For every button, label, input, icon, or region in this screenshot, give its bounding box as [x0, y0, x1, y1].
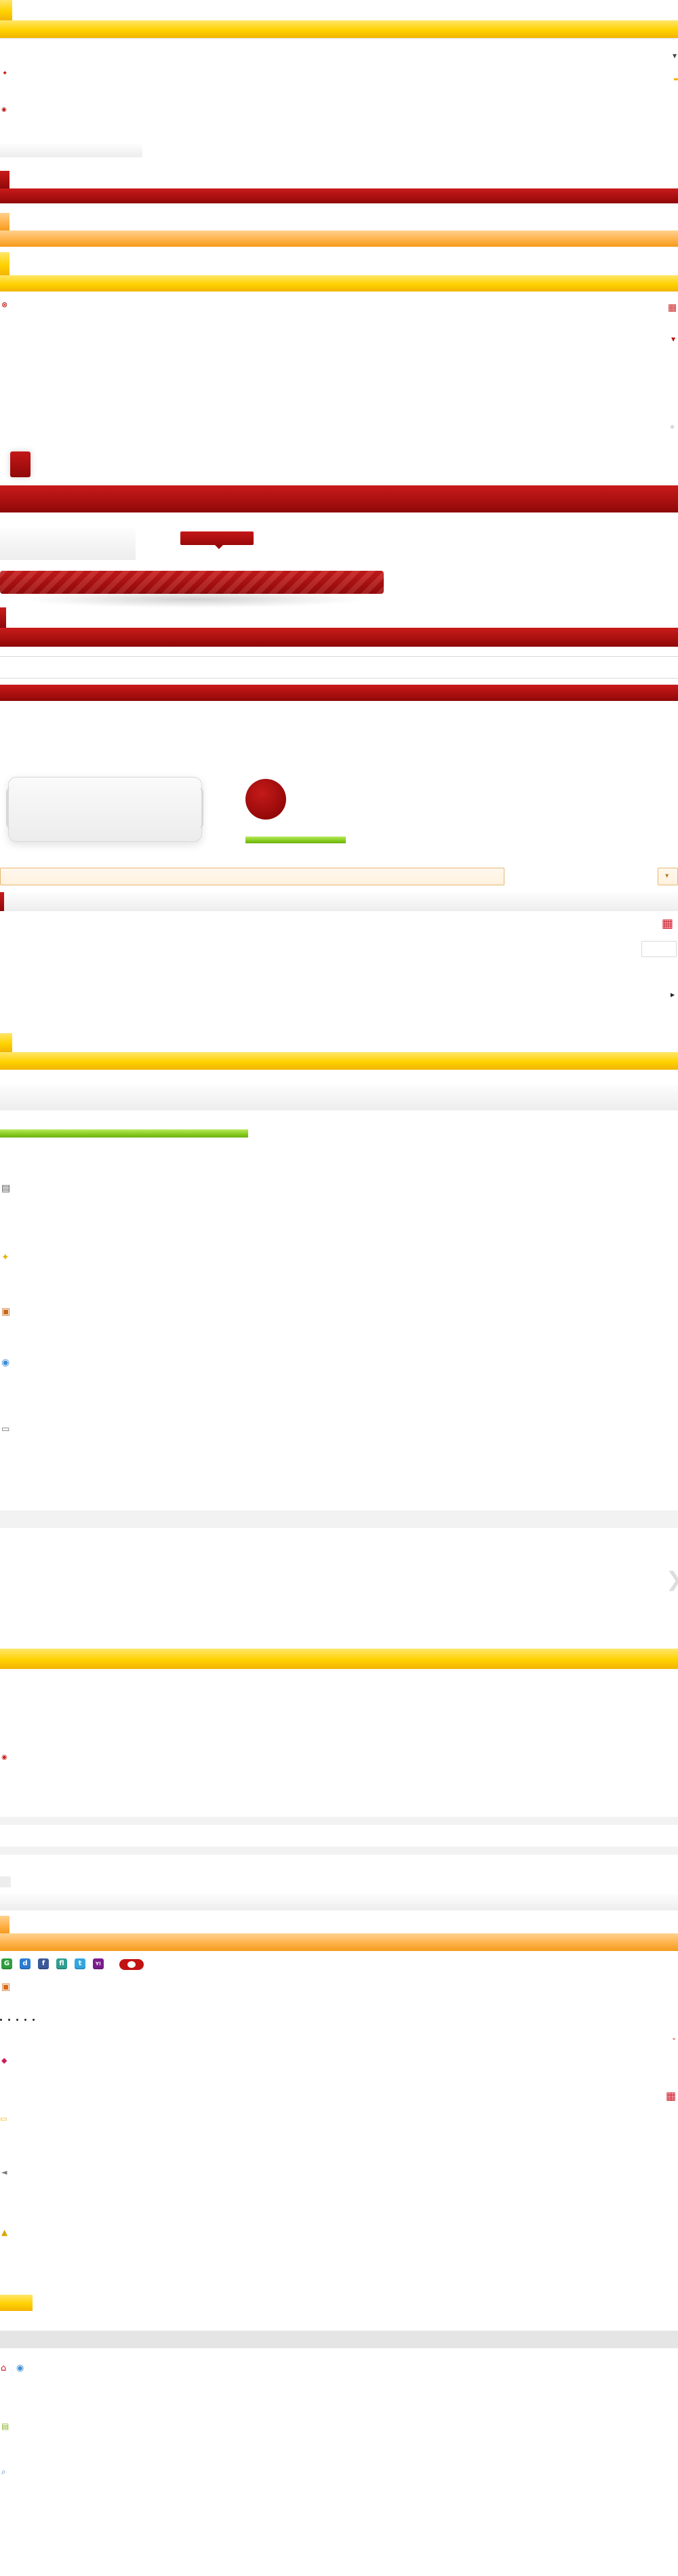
thin-divider-1 [0, 656, 678, 657]
chart-icon: ▤ [1, 2421, 9, 2431]
red-tooltip-arrow [215, 545, 223, 549]
picture-icon: ▣ [1, 1306, 11, 1317]
pager-dot[interactable] [33, 2019, 35, 2021]
calendar-icon[interactable]: ▦ [668, 302, 677, 313]
small-white-button[interactable] [641, 941, 677, 957]
orange-dropdown-button[interactable] [658, 868, 678, 885]
twitter-icon[interactable]: t [75, 1958, 85, 1969]
red-square-button[interactable] [10, 451, 31, 477]
search-icon[interactable]: ⌕ [1, 2467, 6, 2476]
globe-icon: ◉ [1, 1357, 10, 1368]
light-gray-band [0, 1510, 678, 1528]
ruler-icon: ▭ [0, 2114, 7, 2123]
gray-block [0, 527, 136, 560]
calendar-icon[interactable]: ▦ [666, 2089, 677, 2102]
yellow-tab-2 [0, 252, 9, 275]
green-strip-long [0, 1129, 248, 1138]
yellow-tab-3 [0, 1033, 12, 1052]
red-tab-1 [0, 171, 9, 188]
triangle-down-icon[interactable]: ▼ [673, 53, 677, 59]
card-right-bracket [199, 788, 203, 828]
red-circle[interactable] [245, 779, 286, 820]
triangle-down-icon[interactable]: ▼ [671, 336, 676, 342]
chevron-down-icon[interactable]: ▼ [665, 873, 669, 879]
red-bar-4 [0, 685, 678, 701]
light-gray-band-3 [0, 1847, 678, 1855]
calendar-icon[interactable]: ▤ [1, 1183, 11, 1194]
green-strip-short [245, 837, 346, 843]
red-tooltip [180, 531, 254, 545]
red-bar-1 [0, 188, 678, 203]
rounded-card [8, 777, 202, 842]
yahoo-icon[interactable]: Y! [93, 1958, 104, 1969]
globe-icon[interactable]: ◉ [16, 2363, 24, 2373]
colored-blocks-icon: ◆ [1, 2056, 7, 2065]
arrow-circle-icon[interactable]: ◉ [1, 1754, 7, 1761]
gray-bar-bottom [0, 2331, 678, 2348]
card-left-bracket [6, 788, 11, 828]
pager-dot[interactable] [0, 2019, 2, 2021]
home-icon[interactable]: ⌂ [1, 2363, 7, 2373]
pager-dots[interactable] [0, 2011, 37, 2024]
red-tab-3 [0, 607, 6, 628]
yellow-bar-4 [0, 1649, 678, 1669]
folder-icon: ▭ [1, 1424, 10, 1434]
gray-bar-large [0, 1894, 678, 1910]
orange-bar-2 [0, 1933, 678, 1951]
warning-icon: ▲ [1, 2228, 8, 2237]
top-yellow-tab [0, 0, 12, 20]
striped-red-progress [0, 571, 384, 594]
star-icon: ✦ [1, 1252, 9, 1263]
pager-dot[interactable] [8, 2019, 11, 2021]
orange-tab [0, 213, 9, 230]
light-gray-panel [0, 144, 142, 157]
thin-divider-2 [0, 678, 678, 679]
slider-edge-icon: ❘ [673, 1988, 678, 2001]
yellow-small-bar [0, 2295, 33, 2311]
facebook-icon[interactable]: f [38, 1958, 49, 1969]
wide-gray-bar [0, 1085, 678, 1110]
close-circle-icon[interactable]: ⊗ [1, 300, 8, 309]
red-small-tab [0, 892, 4, 911]
speaker-icon: ◄ [1, 2168, 7, 2177]
gray-header-bar [0, 892, 678, 911]
chevron-down-icon[interactable]: ⌄ [671, 2034, 677, 2042]
red-bar-3 [0, 628, 678, 647]
flickr-icon[interactable]: fl [56, 1958, 67, 1969]
red-oval-center [127, 1961, 136, 1968]
calendar-icon[interactable]: ▦ [662, 917, 674, 931]
chevron-right-icon[interactable]: ❯ [666, 1570, 678, 1590]
light-gray-band-2 [0, 1817, 678, 1825]
yellow-bar-3 [0, 1052, 678, 1070]
arrow-right-icon[interactable]: ▶ [671, 992, 675, 998]
orange-bar [0, 230, 678, 247]
google-maps-icon[interactable]: G [1, 1958, 12, 1969]
small-marker-icon: ▬ [673, 76, 678, 82]
orange-input-field[interactable] [0, 868, 504, 885]
pin-icon: ◉ [1, 106, 7, 113]
pager-dot[interactable] [16, 2019, 19, 2021]
flag-icon: ✦ [2, 70, 8, 77]
small-gray-square [0, 1876, 11, 1887]
bottom-shadow [20, 590, 366, 608]
light-dot-icon: ◆ [670, 424, 675, 430]
top-divider [0, 38, 678, 39]
pager-dot[interactable] [24, 2019, 27, 2021]
red-bar-2 [0, 485, 678, 512]
delicious-icon[interactable]: d [20, 1958, 31, 1969]
yellow-bar-2 [0, 275, 678, 291]
orange-tab-2 [0, 1916, 9, 1933]
image-frame-icon: ▣ [1, 1981, 11, 1992]
top-yellow-header [0, 20, 678, 38]
